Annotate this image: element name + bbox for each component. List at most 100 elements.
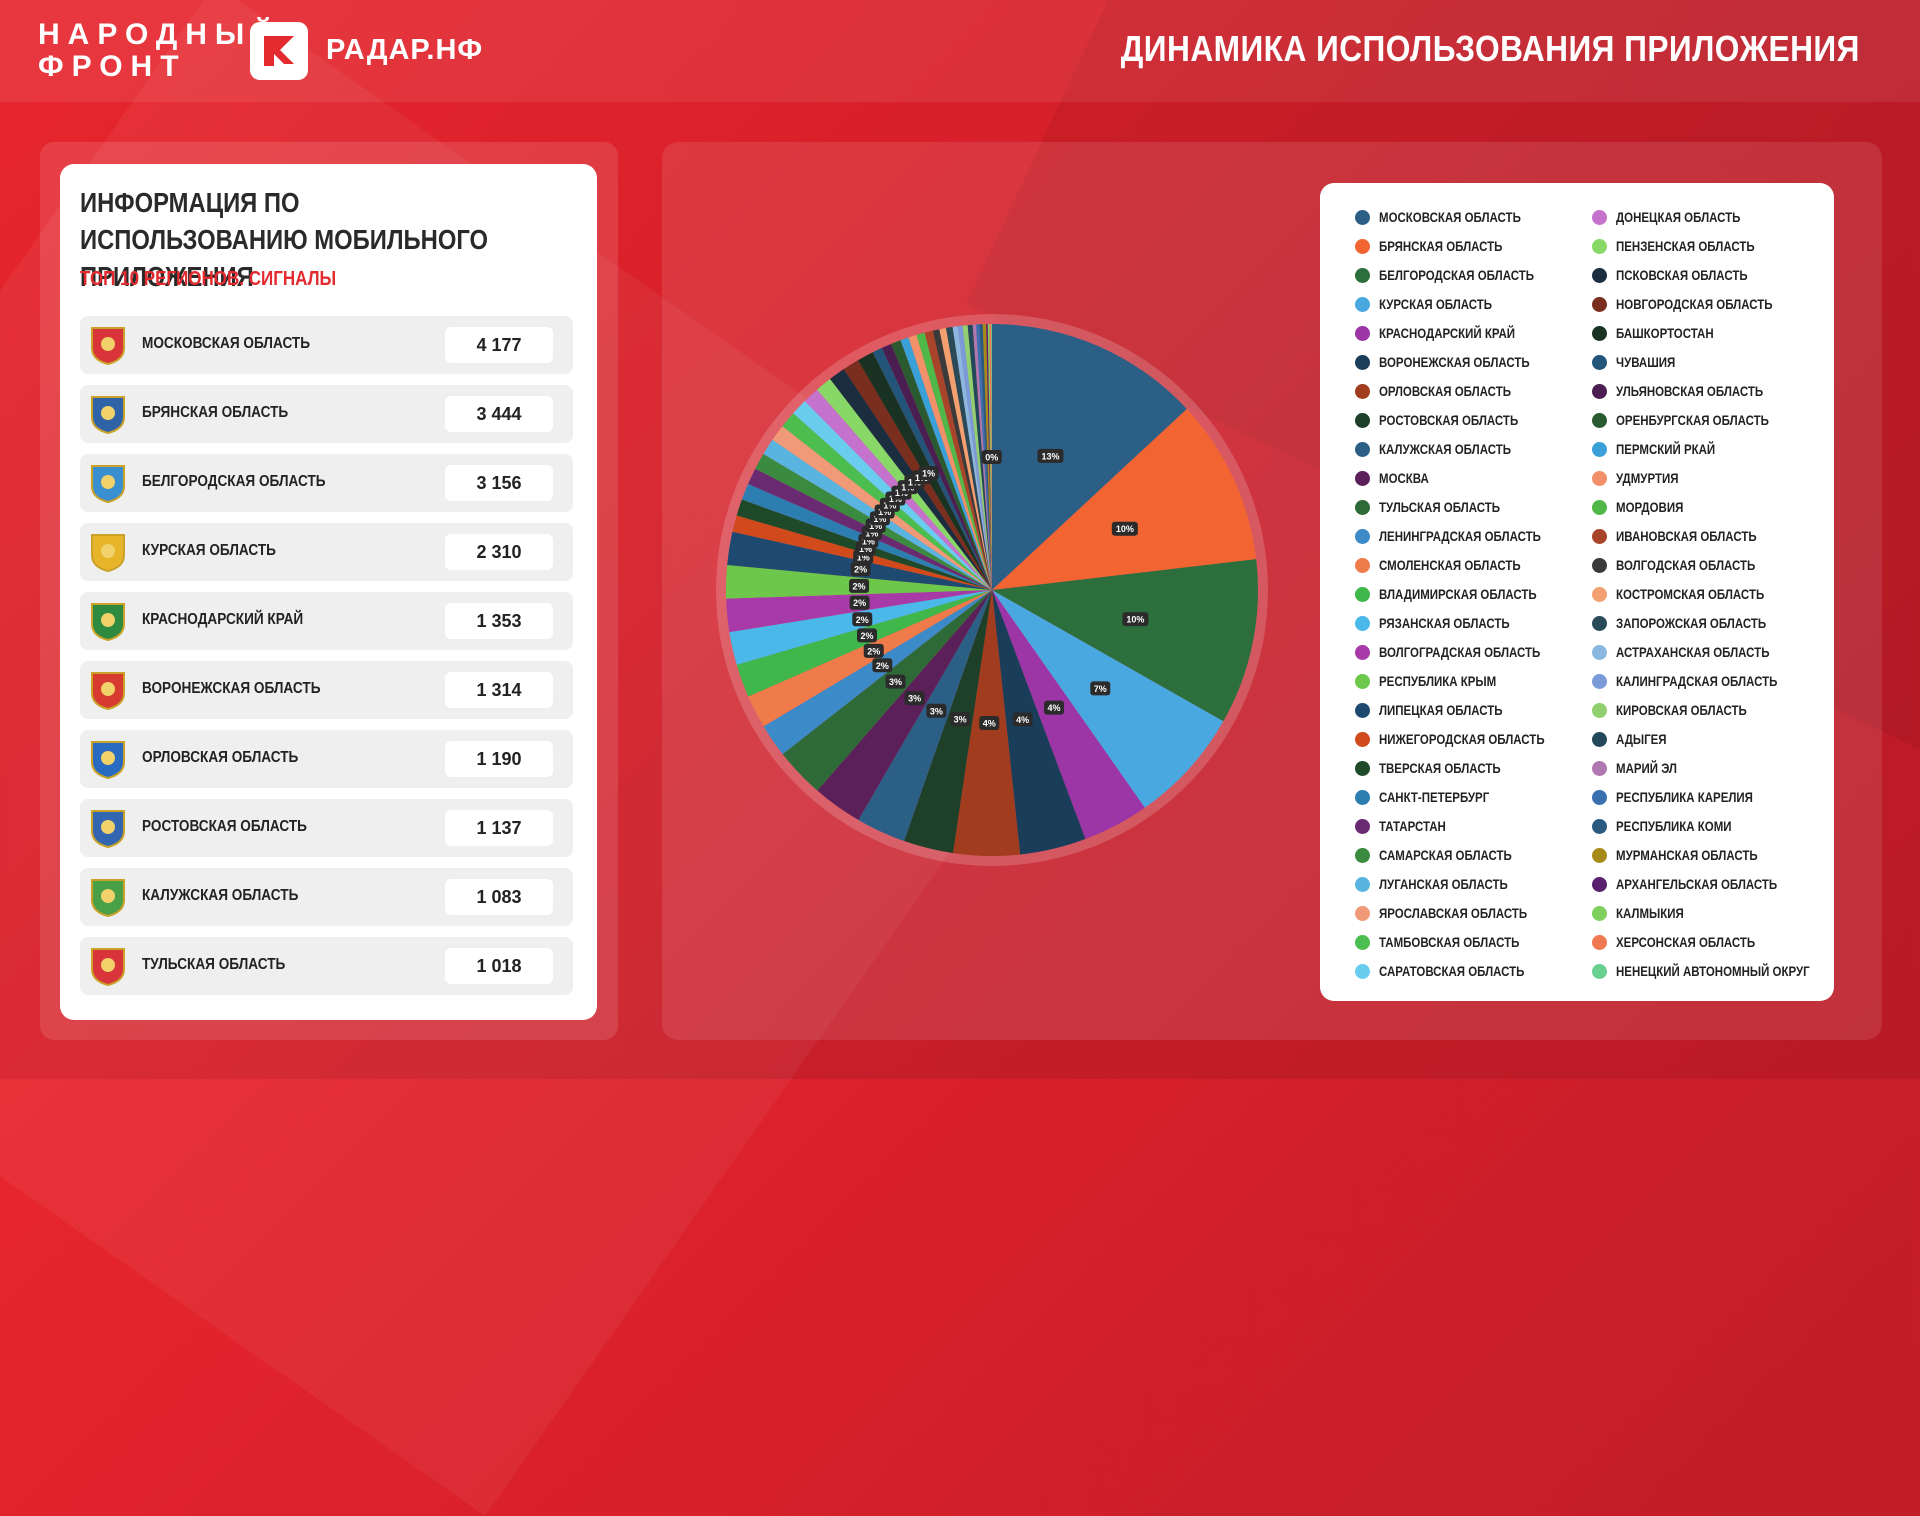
legend-label: КОСТРОМСКАЯ ОБЛАСТЬ (1616, 586, 1765, 602)
legend-label: ЛИПЕЦКАЯ ОБЛАСТЬ (1379, 702, 1503, 718)
legend-swatch (1355, 819, 1370, 834)
legend-label: АДЫГЕЯ (1616, 731, 1667, 747)
pie-slice (908, 334, 992, 590)
legend-swatch (1355, 935, 1370, 950)
pie-data-label: 0% (981, 450, 1002, 465)
pie-data-label: 3% (950, 712, 971, 727)
page-title: ДИНАМИКА ИСПОЛЬЗОВАНИЯ ПРИЛОЖЕНИЯ (1120, 28, 1860, 69)
legend-label: КАЛИНГРАДСКАЯ ОБЛАСТЬ (1616, 673, 1778, 689)
legend-swatch (1592, 529, 1607, 544)
region-crest-icon (91, 327, 125, 366)
legend-label: МОСКОВСКАЯ ОБЛАСТЬ (1379, 209, 1521, 225)
svg-text:1%: 1% (862, 536, 875, 546)
pie-slice (957, 325, 992, 590)
legend-label: РЕСПУБЛИКА КОМИ (1616, 818, 1732, 834)
pie-slice (904, 590, 992, 854)
legend-swatch (1355, 471, 1370, 486)
pie-data-label: 7% (1090, 681, 1111, 696)
region-value: 3 444 (445, 396, 553, 432)
svg-text:2%: 2% (867, 646, 880, 656)
legend-swatch (1592, 239, 1607, 254)
legend-label: ЯРОСЛАВСКАЯ ОБЛАСТЬ (1379, 905, 1528, 921)
legend-swatch (1355, 210, 1370, 225)
legend-swatch (1592, 935, 1607, 950)
legend-label: УЛЬЯНОВСКАЯ ОБЛАСТЬ (1616, 383, 1764, 399)
legend-label: МУРМАНСКАЯ ОБЛАСТЬ (1616, 847, 1758, 863)
legend-label: ЧУВАШИЯ (1616, 354, 1676, 370)
legend-label: КИРОВСКАЯ ОБЛАСТЬ (1616, 702, 1747, 718)
legend-label: РЕСПУБЛИКА КРЫМ (1379, 673, 1497, 689)
region-row: БЕЛГОРОДСКАЯ ОБЛАСТЬ 3 156 (80, 454, 573, 512)
pie-data-label: 1% (918, 466, 939, 481)
legend-label: НОВГОРОДСКАЯ ОБЛАСТЬ (1616, 296, 1773, 312)
legend-swatch (1355, 558, 1370, 573)
legend-swatch (1592, 906, 1607, 921)
pie-data-label: 10% (1111, 521, 1138, 536)
svg-text:2%: 2% (854, 565, 867, 575)
legend-swatch (1592, 442, 1607, 457)
legend-label: ВОЛГОГРАДСКАЯ ОБЛАСТЬ (1379, 644, 1541, 660)
legend-swatch (1355, 906, 1370, 921)
svg-text:4%: 4% (1048, 703, 1061, 713)
legend-label: ОРЛОВСКАЯ ОБЛАСТЬ (1379, 383, 1511, 399)
legend-swatch (1355, 529, 1370, 544)
legend-swatch (1592, 616, 1607, 631)
legend-swatch (1355, 790, 1370, 805)
legend-swatch (1592, 848, 1607, 863)
legend-swatch (1592, 790, 1607, 805)
legend-swatch (1592, 819, 1607, 834)
legend-swatch (1355, 964, 1370, 979)
svg-text:2%: 2% (856, 615, 869, 625)
pie-slice (726, 590, 992, 633)
pie-chart: 13%10%10%7%4%4%4%3%3%3%3%2%2%2%2%2%2%2%1… (716, 314, 1268, 866)
legend-swatch (1355, 500, 1370, 515)
svg-text:1%: 1% (873, 514, 886, 524)
region-name: ТУЛЬСКАЯ ОБЛАСТЬ (142, 956, 286, 973)
region-crest-icon (91, 948, 125, 987)
svg-text:4%: 4% (1016, 715, 1029, 725)
legend-label: МАРИЙ ЭЛ (1616, 760, 1677, 776)
region-crest-icon (91, 672, 125, 711)
pie-data-label: 3% (885, 674, 906, 689)
pie-slice (992, 590, 1224, 808)
legend-swatch (1592, 471, 1607, 486)
svg-text:10%: 10% (1126, 615, 1144, 625)
pie-data-label: 3% (926, 703, 947, 718)
pie-slice (891, 340, 992, 590)
legend-swatch (1355, 268, 1370, 283)
info-subtitle: ТОП 10 РЕГИОНОВ. СИГНАЛЫ (80, 268, 337, 290)
region-value: 2 310 (445, 534, 553, 570)
svg-text:2%: 2% (853, 581, 866, 591)
region-name: ОРЛОВСКАЯ ОБЛАСТЬ (142, 749, 299, 766)
svg-text:0%: 0% (985, 453, 998, 463)
region-row: ТУЛЬСКАЯ ОБЛАСТЬ 1 018 (80, 937, 573, 995)
legend-swatch (1355, 239, 1370, 254)
legend-swatch (1355, 297, 1370, 312)
chart-legend: МОСКОВСКАЯ ОБЛАСТЬ БРЯНСКАЯ ОБЛАСТЬ БЕЛГОР… (1320, 183, 1834, 1001)
legend-swatch (1592, 587, 1607, 602)
legend-label: БАШКОРТОСТАН (1616, 325, 1714, 341)
region-name: РОСТОВСКАЯ ОБЛАСТЬ (142, 818, 307, 835)
legend-swatch (1355, 645, 1370, 660)
legend-label: МОРДОВИЯ (1616, 499, 1684, 515)
region-crest-icon (91, 396, 125, 435)
legend-label: СМОЛЕНСКАЯ ОБЛАСТЬ (1379, 557, 1521, 573)
region-row: ВОРОНЕЖСКАЯ ОБЛАСТЬ 1 314 (80, 661, 573, 719)
svg-text:4%: 4% (983, 718, 996, 728)
region-row: БРЯНСКАЯ ОБЛАСТЬ 3 444 (80, 385, 573, 443)
pie-data-label: 4% (1044, 700, 1065, 715)
legend-swatch (1355, 587, 1370, 602)
legend-swatch (1355, 761, 1370, 776)
legend-swatch (1355, 674, 1370, 689)
region-name: ВОРОНЕЖСКАЯ ОБЛАСТЬ (142, 680, 321, 697)
svg-text:13%: 13% (1041, 451, 1059, 461)
pie-data-label: 3% (904, 691, 925, 706)
legend-label: ЗАПОРОЖСКАЯ ОБЛАСТЬ (1616, 615, 1767, 631)
pie-slice (992, 324, 1187, 590)
legend-swatch (1592, 703, 1607, 718)
pie-slice (939, 328, 992, 590)
legend-label: КАЛМЫКИЯ (1616, 905, 1684, 921)
region-value: 1 314 (445, 672, 553, 708)
legend-label: САМАРСКАЯ ОБЛАСТЬ (1379, 847, 1512, 863)
info-title: ИНФОРМАЦИЯ ПО ИСПОЛЬЗОВАНИЮ МОБИЛЬНОГО П… (80, 187, 489, 292)
